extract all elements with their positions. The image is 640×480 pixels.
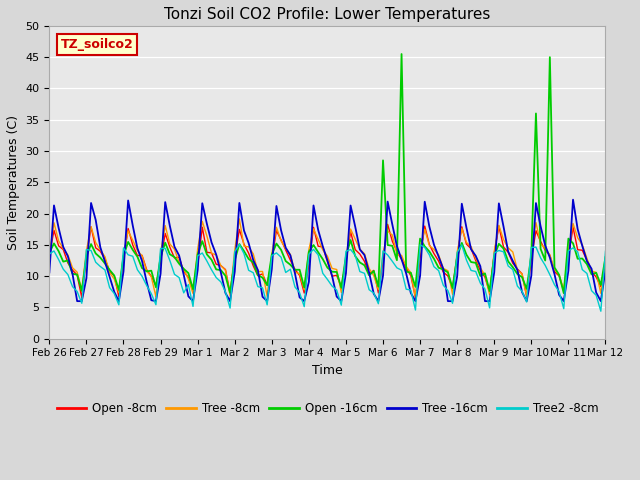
Tree -16cm	[287, 252, 294, 258]
Tree -8cm	[397, 252, 405, 258]
Tree -8cm	[574, 235, 582, 240]
Tree -16cm	[602, 267, 609, 273]
Open -16cm	[282, 258, 289, 264]
Title: Tonzi Soil CO2 Profile: Lower Temperatures: Tonzi Soil CO2 Profile: Lower Temperatur…	[164, 7, 491, 22]
Y-axis label: Soil Temperatures (C): Soil Temperatures (C)	[7, 115, 20, 250]
Tree -16cm	[106, 274, 113, 280]
Tree2 -8cm	[45, 251, 53, 257]
Line: Tree2 -8cm: Tree2 -8cm	[49, 244, 605, 311]
Tree2 -8cm	[236, 241, 243, 247]
Tree -16cm	[45, 270, 53, 276]
Line: Open -8cm: Open -8cm	[49, 224, 605, 298]
Tree2 -8cm	[426, 252, 433, 258]
Tree2 -8cm	[597, 308, 605, 314]
Open -8cm	[45, 252, 53, 258]
Open -8cm	[602, 259, 609, 264]
Tree -16cm	[74, 298, 81, 304]
Tree -16cm	[180, 272, 188, 278]
Tree -8cm	[430, 247, 438, 252]
Open -8cm	[574, 247, 582, 252]
Open -8cm	[282, 247, 289, 253]
Tree -16cm	[397, 256, 405, 262]
Open -16cm	[426, 249, 433, 254]
X-axis label: Time: Time	[312, 364, 343, 377]
Line: Tree -16cm: Tree -16cm	[49, 200, 605, 301]
Open -16cm	[397, 51, 405, 57]
Tree -8cm	[602, 254, 609, 260]
Text: TZ_soilco2: TZ_soilco2	[60, 38, 133, 51]
Open -8cm	[430, 251, 438, 256]
Open -16cm	[560, 290, 568, 296]
Tree -16cm	[426, 224, 433, 229]
Line: Tree -8cm: Tree -8cm	[49, 219, 605, 298]
Tree -8cm	[45, 251, 53, 257]
Tree2 -8cm	[602, 248, 609, 254]
Tree2 -8cm	[569, 245, 577, 251]
Open -16cm	[175, 261, 183, 266]
Tree -8cm	[287, 252, 294, 257]
Open -8cm	[397, 257, 405, 263]
Open -8cm	[384, 221, 392, 227]
Open -8cm	[412, 295, 419, 300]
Tree -8cm	[236, 216, 243, 222]
Legend: Open -8cm, Tree -8cm, Open -16cm, Tree -16cm, Tree2 -8cm: Open -8cm, Tree -8cm, Open -16cm, Tree -…	[52, 398, 603, 420]
Open -16cm	[45, 250, 53, 255]
Open -16cm	[393, 257, 401, 263]
Open -16cm	[574, 256, 582, 262]
Open -8cm	[175, 254, 183, 260]
Open -8cm	[101, 256, 109, 262]
Tree2 -8cm	[397, 267, 405, 273]
Tree2 -8cm	[101, 267, 109, 273]
Open -16cm	[602, 254, 609, 260]
Tree -8cm	[101, 254, 109, 260]
Tree2 -8cm	[175, 275, 183, 280]
Tree -8cm	[412, 295, 419, 301]
Tree2 -8cm	[287, 266, 294, 272]
Tree -16cm	[569, 197, 577, 203]
Tree -8cm	[175, 259, 183, 265]
Tree -16cm	[574, 226, 582, 232]
Line: Open -16cm: Open -16cm	[49, 54, 605, 293]
Open -16cm	[101, 261, 109, 266]
